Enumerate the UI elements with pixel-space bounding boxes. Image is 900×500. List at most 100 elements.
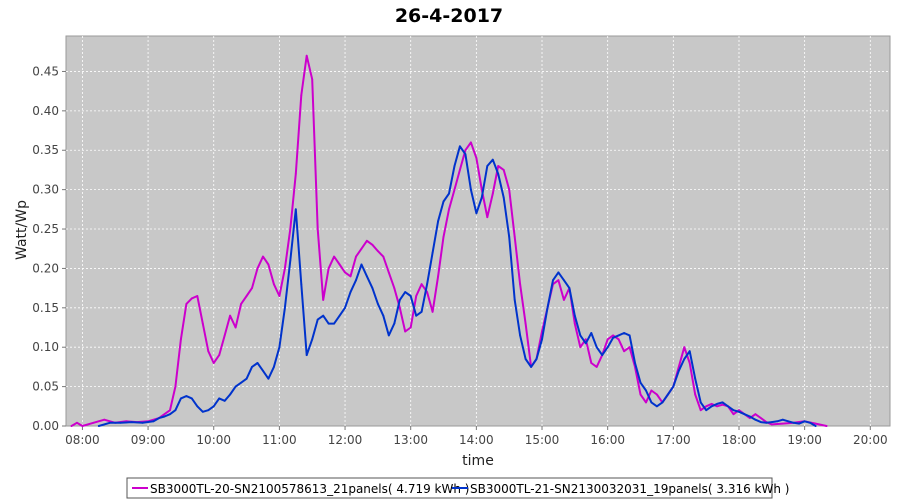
data-point: [278, 295, 281, 297]
data-point: [710, 405, 713, 408]
data-point: [513, 299, 516, 301]
data-point: [201, 410, 204, 413]
data-point: [628, 334, 631, 337]
data-point: [595, 366, 598, 368]
data-point: [470, 188, 472, 191]
data-point: [393, 322, 396, 325]
data-point: [814, 422, 817, 425]
data-point: [333, 255, 335, 258]
data-point: [442, 236, 445, 238]
data-point: [705, 405, 708, 408]
data-point: [234, 385, 237, 388]
data-point: [278, 346, 281, 349]
data-point: [415, 314, 418, 317]
data-point: [524, 322, 527, 325]
data-point: [513, 236, 516, 238]
data-point: [108, 421, 111, 424]
data-point: [568, 287, 571, 289]
data-point: [557, 271, 560, 274]
data-point: [623, 350, 625, 353]
data-point: [322, 299, 325, 301]
y-tick-label: 0.15: [32, 301, 59, 315]
data-point: [382, 255, 385, 258]
data-point: [256, 267, 259, 270]
data-point: [541, 338, 543, 341]
data-point: [245, 295, 248, 297]
data-point: [650, 389, 653, 392]
data-point: [612, 336, 614, 339]
data-point: [393, 287, 396, 289]
x-tick-label: 18:00: [722, 433, 757, 447]
data-point: [694, 393, 697, 396]
data-point: [273, 366, 275, 368]
data-point: [169, 413, 171, 416]
x-tick-label: 12:00: [328, 433, 363, 447]
data-point: [185, 395, 188, 397]
data-point: [431, 251, 434, 254]
data-point: [623, 332, 625, 334]
data-point: [234, 326, 237, 329]
data-point: [770, 421, 773, 423]
data-point: [470, 141, 472, 144]
data-point: [267, 263, 270, 266]
data-point: [519, 334, 521, 337]
y-tick-label: 0.25: [32, 222, 59, 236]
data-point: [333, 322, 335, 325]
y-tick-label: 0.40: [32, 104, 59, 118]
data-point: [366, 239, 368, 242]
data-point: [584, 338, 587, 341]
data-point: [256, 362, 259, 364]
data-point: [190, 397, 193, 400]
data-point: [754, 418, 757, 421]
data-point: [81, 425, 84, 427]
data-point: [284, 306, 286, 309]
data-point: [497, 173, 500, 175]
data-point: [590, 362, 593, 364]
data-point: [245, 377, 248, 380]
data-point: [760, 417, 762, 419]
data-point: [305, 354, 308, 356]
data-point: [289, 259, 292, 262]
data-point: [453, 165, 456, 167]
data-point: [656, 393, 658, 396]
data-point: [475, 157, 478, 160]
data-point: [809, 421, 811, 424]
data-point: [289, 228, 292, 230]
data-point: [639, 393, 642, 396]
data-point: [721, 401, 724, 404]
data-point: [262, 369, 264, 372]
data-point: [360, 247, 363, 250]
data-point: [300, 283, 303, 286]
data-point: [688, 350, 691, 353]
data-point: [366, 275, 368, 278]
data-point: [355, 279, 357, 282]
data-point: [420, 310, 423, 313]
x-tick-label: 14:00: [459, 433, 494, 447]
data-point: [387, 334, 390, 337]
data-point: [770, 423, 773, 426]
data-point: [781, 422, 784, 425]
data-point: [229, 314, 232, 317]
data-point: [486, 216, 489, 219]
data-point: [207, 409, 210, 412]
data-point: [486, 165, 489, 167]
data-point: [546, 306, 549, 309]
x-tick-label: 08:00: [65, 433, 100, 447]
data-point: [480, 196, 483, 199]
data-point: [716, 405, 718, 408]
x-tick-label: 09:00: [131, 433, 166, 447]
data-point: [322, 314, 325, 317]
data-point: [508, 236, 511, 238]
data-point: [617, 338, 620, 341]
data-point: [190, 297, 193, 300]
data-point: [787, 420, 790, 423]
data-point: [667, 393, 669, 396]
data-point: [431, 310, 434, 313]
data-point: [103, 418, 106, 421]
data-point: [97, 425, 100, 427]
data-point: [382, 314, 385, 317]
data-point: [229, 393, 232, 396]
data-point: [437, 275, 439, 278]
data-point: [519, 283, 521, 286]
